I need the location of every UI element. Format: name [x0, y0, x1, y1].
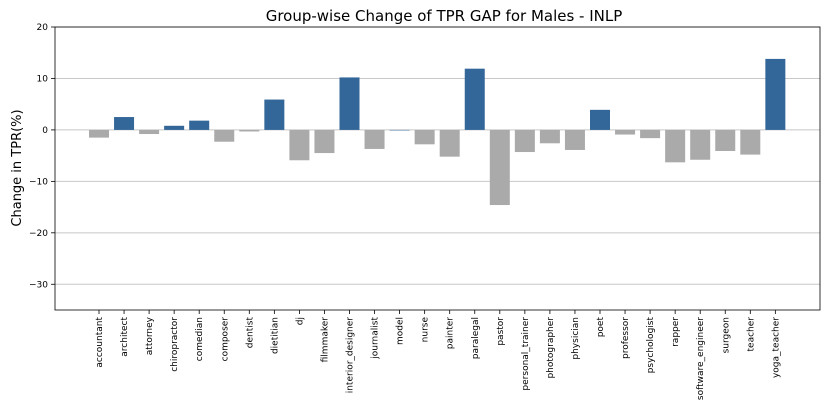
- y-tick-label: −30: [29, 280, 48, 290]
- y-tick-label: 0: [42, 126, 48, 136]
- x-tick-label: dj: [295, 317, 305, 325]
- x-tick-label: interior_designer: [346, 317, 356, 394]
- bars: [89, 58, 786, 206]
- bar-software-engineer: [690, 129, 711, 160]
- bar-professor: [615, 129, 636, 135]
- x-tick-label: software_engineer: [696, 317, 706, 400]
- x-tick-label: nurse: [421, 317, 431, 343]
- bar-yoga-teacher: [765, 58, 786, 130]
- y-tick-label: −20: [29, 229, 48, 239]
- bar-journalist: [364, 129, 385, 149]
- bar-accountant: [89, 129, 109, 138]
- plot-frame: [54, 26, 821, 311]
- x-tick-label: paralegal: [471, 317, 481, 359]
- bar-architect: [114, 117, 135, 130]
- x-tick-label: chiropractor: [170, 317, 180, 372]
- x-tick-label: dentist: [245, 317, 255, 349]
- x-tick-label: architect: [120, 317, 130, 357]
- bar-physician: [564, 129, 585, 150]
- y-tick-label: 10: [37, 74, 49, 84]
- bar-photographer: [539, 129, 560, 144]
- x-tick-label: personal_trainer: [521, 317, 531, 391]
- x-tick-label: filmmaker: [320, 317, 330, 363]
- bar-painter: [439, 129, 460, 157]
- x-tick-label: rapper: [671, 317, 681, 347]
- x-tick-label: attorney: [145, 316, 155, 355]
- bar-poet: [590, 109, 610, 130]
- x-tick-label: dietitian: [270, 317, 280, 354]
- bar-composer: [214, 129, 235, 142]
- x-tick-label: teacher: [746, 317, 756, 352]
- y-axis-ticks: −30 −20 −10 0 10 20: [29, 23, 55, 290]
- bar-pastor: [489, 129, 510, 206]
- x-tick-label: pastor: [496, 317, 506, 346]
- x-tick-label: accountant: [95, 317, 105, 368]
- x-tick-label: psychologist: [646, 317, 656, 374]
- chart-title: Group-wise Change of TPR GAP for Males -…: [266, 7, 623, 25]
- bar-psychologist: [640, 129, 661, 139]
- bar-dietitian: [264, 99, 285, 130]
- bar-surgeon: [715, 129, 736, 152]
- bar-model: [389, 129, 410, 131]
- x-tick-label: comedian: [195, 317, 205, 361]
- x-tick-label: journalist: [371, 317, 381, 360]
- x-tick-label: physician: [571, 317, 581, 360]
- bar-filmmaker: [314, 129, 335, 154]
- y-tick-label: 20: [37, 23, 49, 33]
- bar-chiropractor: [164, 125, 185, 130]
- y-axis-label: Change in TPR(%): [10, 109, 25, 226]
- bar-dentist: [239, 129, 260, 132]
- x-tick-label: surgeon: [721, 317, 731, 353]
- bar-attorney: [139, 129, 160, 135]
- bar-rapper: [665, 129, 686, 163]
- x-tick-label: poet: [596, 317, 606, 338]
- x-axis-ticks: accountant architect attorney chiropractor c…: [95, 310, 781, 400]
- x-tick-label: professor: [621, 317, 631, 359]
- x-tick-label: painter: [446, 317, 456, 349]
- bar-personal-trainer: [514, 129, 535, 153]
- x-tick-label: photographer: [546, 317, 556, 379]
- bar-interior-designer: [339, 77, 360, 130]
- bar-nurse: [414, 129, 435, 145]
- x-tick-label: yoga_teacher: [771, 317, 781, 378]
- y-tick-label: −10: [29, 177, 48, 187]
- x-tick-label: composer: [220, 317, 230, 362]
- bar-dj: [289, 129, 310, 161]
- bar-comedian: [189, 120, 210, 130]
- x-tick-label: model: [396, 317, 406, 345]
- bar-teacher: [740, 129, 761, 155]
- bar-paralegal: [464, 68, 485, 130]
